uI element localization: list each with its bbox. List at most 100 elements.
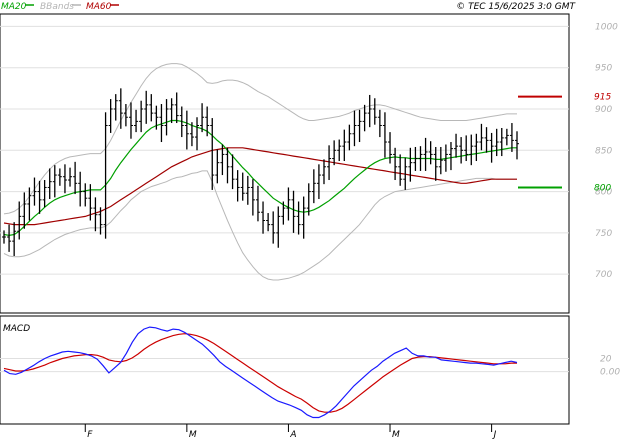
price-y-axis: 1000 950 900 850 800 750 700 (595, 22, 618, 280)
price-bar (22, 192, 27, 229)
price-tick-label: 950 (595, 64, 612, 74)
price-bar (332, 140, 337, 166)
price-bar (17, 201, 22, 240)
price-bar (154, 105, 159, 130)
macd-title: MACD (3, 324, 30, 334)
price-bar (504, 128, 509, 146)
price-tick-label: 900 (595, 105, 612, 115)
price-bar (321, 159, 326, 185)
legend-bbands-label: BBands (40, 2, 74, 12)
price-bar (159, 104, 164, 143)
price-tick-label: 750 (595, 229, 612, 239)
moving-averages-layer (3, 119, 517, 237)
price-tick-label: 850 (595, 146, 612, 156)
ma60-line (3, 147, 517, 226)
price-bar (489, 132, 494, 163)
bband-lower-line (3, 170, 517, 281)
price-bar (423, 137, 428, 171)
price-bar (443, 144, 448, 172)
price-bar (281, 201, 286, 225)
price-bar (413, 146, 418, 171)
price-bar (474, 133, 479, 162)
x-tick-label: M (392, 430, 400, 440)
price-bar (266, 213, 271, 232)
price-bar (12, 222, 17, 257)
price-bar (377, 109, 382, 138)
price-bar (515, 131, 519, 160)
x-tick-label: F (87, 430, 93, 440)
price-bar (52, 165, 57, 198)
price-bar (398, 154, 403, 186)
price-bar (88, 184, 93, 221)
level-label: 915 (594, 93, 611, 103)
price-bar (509, 123, 514, 152)
macd-line (3, 326, 518, 419)
price-bar (464, 135, 469, 162)
price-bar (205, 106, 210, 137)
price-bar (83, 183, 88, 207)
price-bar (337, 139, 342, 162)
x-tick-label: A (289, 430, 296, 440)
price-bar (428, 141, 433, 165)
price-bar (291, 190, 296, 233)
price-bar (393, 147, 398, 181)
price-bar (367, 94, 372, 128)
price-grid (0, 25, 569, 275)
copyright-text: © TEC 15/6/2025 3:0 GMT (456, 2, 576, 12)
price-bar (32, 177, 37, 206)
price-bar (357, 109, 362, 143)
price-bar (479, 123, 484, 151)
price-bar (57, 168, 62, 186)
price-bar (301, 196, 306, 239)
macd-panel-frame (0, 315, 570, 425)
macd-tick-label: 20 (600, 355, 612, 365)
macd-tick-label: 0.00 (600, 368, 620, 378)
price-bar (169, 98, 174, 124)
price-bar (438, 146, 443, 175)
legend: MA20 BBands MA60 (1, 2, 119, 12)
price-bar (255, 185, 260, 222)
price-bar (469, 134, 474, 166)
price-bar (184, 110, 189, 150)
price-bar (306, 183, 311, 216)
ma20-line (3, 119, 517, 237)
price-bar (352, 110, 357, 147)
price-bar (220, 144, 225, 176)
macd-lines-layer (3, 326, 518, 419)
price-bar (408, 147, 413, 182)
price-bar (27, 187, 32, 221)
price-bar (372, 98, 377, 125)
price-bar (342, 129, 347, 162)
price-bar (418, 146, 423, 171)
price-bar (123, 104, 128, 127)
price-bar (261, 201, 266, 234)
price-bar (179, 106, 184, 138)
price-bar (68, 167, 73, 187)
price-panel-frame (0, 13, 570, 314)
price-bar (494, 128, 499, 157)
price-bar (149, 94, 154, 122)
price-bar (189, 122, 194, 147)
price-bar (316, 164, 321, 200)
macd-grid (0, 358, 569, 373)
price-bar (225, 147, 230, 184)
price-bar (276, 206, 281, 248)
price-bar (499, 127, 504, 157)
price-bar (347, 124, 352, 151)
price-bar (454, 133, 459, 158)
price-bar (448, 142, 453, 171)
price-bar (174, 92, 179, 124)
macd-y-axis: 200.00 (600, 355, 620, 378)
price-bar (62, 164, 67, 194)
price-bar (128, 102, 133, 139)
price-tick-label: 700 (595, 270, 612, 280)
price-bar (388, 132, 393, 164)
legend-ma20-label: MA20 (1, 2, 27, 12)
price-bar (118, 88, 123, 129)
price-bar (113, 94, 118, 121)
price-bar (108, 99, 113, 133)
price-bar (210, 118, 215, 190)
legend-ma60-label: MA60 (86, 2, 112, 12)
